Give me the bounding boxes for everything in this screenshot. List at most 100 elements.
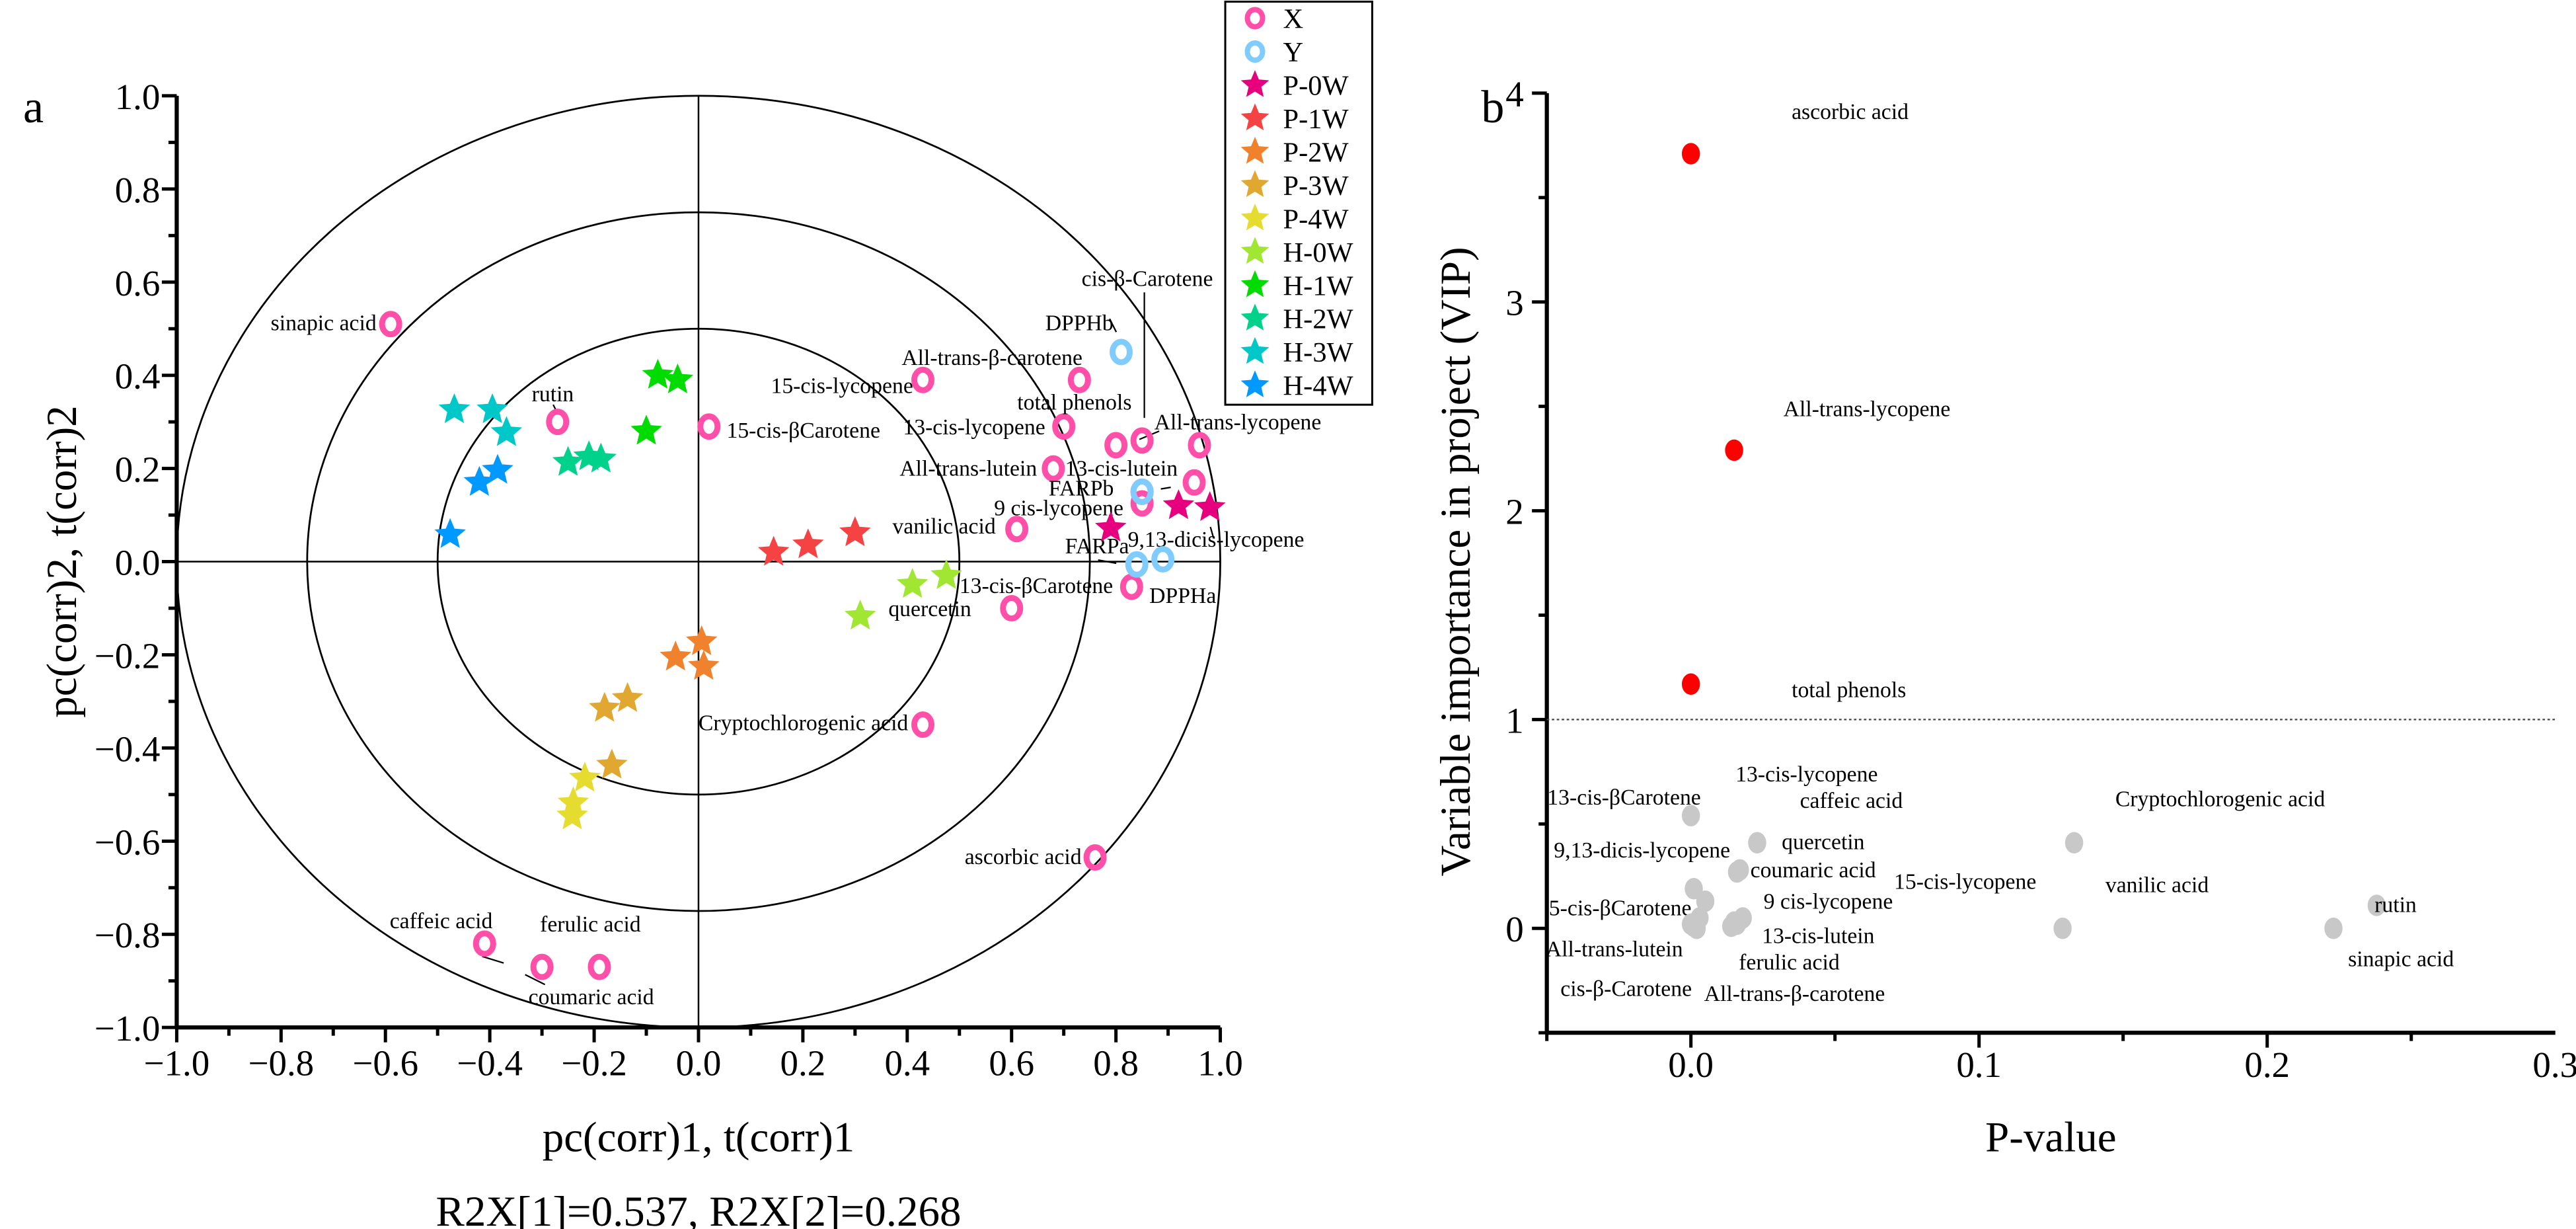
x-variable-label: All-trans-lycopene	[1155, 411, 1322, 435]
y-tick-label: 0.2	[115, 450, 161, 490]
legend-star-icon	[1240, 136, 1269, 164]
vip-point-label: 9,13-dicis-lycopene	[1554, 838, 1730, 863]
panel-b-letter: b	[1481, 82, 1504, 133]
vip-point-label: ferulic acid	[1739, 951, 1840, 975]
vip-point	[1685, 877, 1703, 900]
x-tick-label: 0.6	[989, 1043, 1034, 1084]
y-tick-label: 0.4	[115, 356, 161, 397]
x-variable-label: quercetin	[888, 597, 971, 621]
sample-point-p-1w	[839, 516, 871, 547]
sample-point-p-0w	[1162, 489, 1195, 520]
x-tick-label: 0.3	[2532, 1045, 2576, 1085]
legend-label: P-4W	[1283, 204, 1349, 235]
y-tick-label: 4	[1505, 74, 1523, 114]
vip-point-label: ascorbic acid	[1792, 100, 1909, 124]
legend-star-icon	[1240, 103, 1269, 131]
vip-point-label: All-trans-lutein	[1546, 937, 1683, 962]
sample-point-p-3w	[596, 748, 628, 779]
x-variable-point	[1067, 366, 1091, 393]
x-variable-point	[1104, 432, 1128, 459]
x-variable-label: 15-cis-lycopene	[771, 374, 913, 399]
x-tick-label: −1.0	[144, 1043, 210, 1084]
label-leader-line	[525, 974, 546, 986]
x-variable-point	[1005, 516, 1029, 543]
x-variable-label: All-trans-lutein	[899, 457, 1037, 481]
y-variable-point	[1125, 551, 1149, 578]
x-variable-label: 9,13-dicis-lycopene	[1128, 528, 1305, 552]
legend-label: H-1W	[1283, 270, 1353, 301]
label-leader-line	[1109, 318, 1118, 333]
y-tick-label: 0	[1505, 909, 1523, 949]
x-variable-point	[1188, 432, 1211, 459]
significant-vip-point	[1725, 439, 1743, 461]
x-tick-label: 0.8	[1093, 1043, 1139, 1084]
x-tick-label: −0.2	[561, 1043, 627, 1084]
y-tick-label: −0.2	[95, 635, 161, 676]
x-tick-label: 0.2	[2244, 1045, 2290, 1085]
panel-a-subtitle: R2X[1]=0.537, R2X[2]=0.268	[436, 1188, 962, 1229]
legend-label: H-3W	[1283, 337, 1353, 368]
vip-point-label: sinapic acid	[2348, 947, 2454, 972]
x-variable-label: 13-cis-βCarotene	[960, 574, 1114, 598]
legend-star-icon	[1240, 303, 1269, 331]
panel-a-x-axis-title: pc(corr)1, t(corr)1	[543, 1114, 854, 1162]
vip-point	[1696, 890, 1715, 912]
x-variable-label: coumaric acid	[529, 985, 654, 1010]
x-variable-point	[587, 953, 611, 980]
vip-point-label: 5-cis-βCarotene	[1549, 896, 1692, 920]
x-variable-label: ferulic acid	[540, 912, 641, 937]
panel-a-letter: a	[23, 82, 44, 133]
x-tick-label: 0.0	[1668, 1045, 1714, 1085]
vip-point-label: cis-β-Carotene	[1560, 977, 1692, 1002]
x-variable-point	[1130, 490, 1154, 517]
panel-a-y-axis-title: pc(corr)2, t(corr)2	[38, 405, 86, 717]
x-variable-point	[1182, 469, 1206, 496]
x-variable-label: total phenols	[1017, 391, 1131, 415]
x-tick-label: −0.6	[352, 1043, 418, 1084]
vip-point-label: coumaric acid	[1751, 858, 1876, 883]
legend-label: P-0W	[1283, 70, 1349, 101]
label-leader-line	[1160, 486, 1171, 490]
vip-point-label: caffeic acid	[1800, 789, 1903, 813]
legend-label: H-4W	[1283, 371, 1353, 402]
legend-star-icon	[1240, 69, 1269, 97]
label-leader-line	[1098, 559, 1117, 565]
x-variable-point	[1000, 595, 1024, 621]
y-tick-label: 2	[1505, 492, 1523, 532]
sample-point-p-3w	[589, 692, 621, 722]
label-leader-line	[482, 955, 504, 964]
sample-point-p-4w	[556, 799, 588, 830]
sample-point-p-1w	[792, 528, 824, 559]
y-tick-label: 0.8	[115, 170, 161, 210]
x-variable-point	[1130, 427, 1154, 454]
legend-label: X	[1283, 3, 1304, 34]
sample-point-h-3w	[438, 393, 471, 424]
vip-point	[1727, 913, 1747, 935]
legend-label: P-3W	[1283, 171, 1349, 202]
sample-point-h-2w	[585, 442, 617, 473]
x-variable-label: 15-cis-βCarotene	[726, 418, 880, 443]
vip-point	[1727, 861, 1747, 883]
x-variable-label: rutin	[532, 382, 574, 407]
sample-point-h-3w	[490, 416, 523, 446]
sample-point-p-0w	[1194, 491, 1226, 522]
x-variable-label: ascorbic acid	[965, 845, 1082, 869]
significant-vip-point	[1681, 143, 1700, 165]
vip-point	[1687, 918, 1706, 939]
x-tick-label: −0.4	[457, 1043, 523, 1084]
x-variable-label: Cryptochlorogenic acid	[699, 711, 909, 735]
y-tick-label: −0.8	[95, 915, 161, 955]
vip-point-label: 13-cis-lycopene	[1735, 762, 1877, 787]
x-tick-label: −0.8	[248, 1043, 314, 1084]
sample-point-h-0w	[844, 599, 876, 630]
x-tick-label: 1.0	[1197, 1043, 1243, 1084]
panel-a-loading-plot: a pc(corr)1, t(corr)1 R2X[1]=0.537, R2X[…	[23, 0, 1373, 1229]
y-variable-label: DPPHa	[1149, 584, 1216, 608]
sample-point-h-1w	[630, 415, 662, 445]
y-tick-label: 3	[1505, 283, 1523, 323]
x-variable-point	[911, 711, 934, 738]
significant-vip-point	[1681, 673, 1700, 695]
legend-box	[1224, 0, 1373, 406]
vip-point-label: All-trans-β-carotene	[1704, 982, 1885, 1006]
